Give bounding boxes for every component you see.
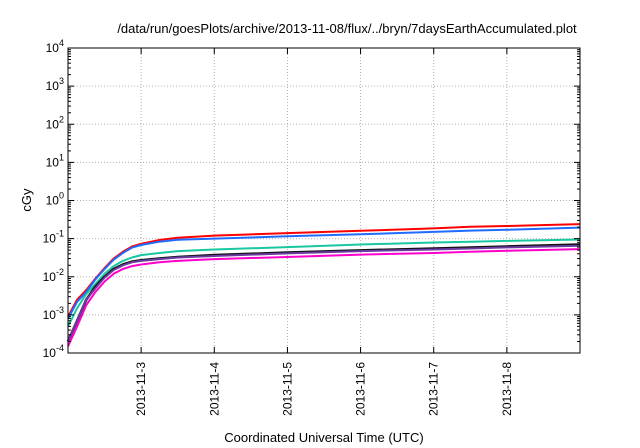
y-tick-label: 101 [46,152,64,169]
x-tick-label: 2013-11-5 [280,362,294,416]
y-tick-label: 10-1 [43,229,64,246]
chart-title: /data/run/goesPlots/archive/2013-11-08/f… [117,21,577,36]
y-tick-label: 10-4 [43,343,64,360]
x-tick-label: 2013-11-8 [500,362,514,416]
series-line-2 [67,226,581,320]
series-line-6 [67,248,581,347]
y-tick-label: 103 [46,76,64,93]
y-tick-label: 102 [46,114,64,131]
x-tick-label: 2013-11-4 [207,362,221,416]
grid-lines [68,48,580,353]
series-line-5 [67,244,581,342]
x-tick-label: 2013-11-3 [134,362,148,416]
x-tick-label: 2013-11-6 [354,362,368,416]
y-tick-label: 100 [46,191,64,208]
y-tick-label: 10-2 [43,267,64,284]
y-tick-labels: 10-4 10-3 10-2 10-1 100 101 102 103 104 [43,38,64,360]
series-lines [66,223,581,347]
series-line-3 [67,238,581,327]
axis-ticks [68,47,580,354]
y-axis-label: cGy [19,188,34,212]
series-line-1 [67,223,581,318]
x-tick-label: 2013-11-7 [427,362,441,416]
y-tick-label: 104 [46,38,64,55]
x-tick-labels: 2013-11-3 2013-11-4 2013-11-5 2013-11-6 2013… [134,362,514,416]
y-tick-label: 10-3 [43,305,64,322]
series-line-4 [66,243,581,343]
x-axis-label: Coordinated Universal Time (UTC) [224,430,423,445]
